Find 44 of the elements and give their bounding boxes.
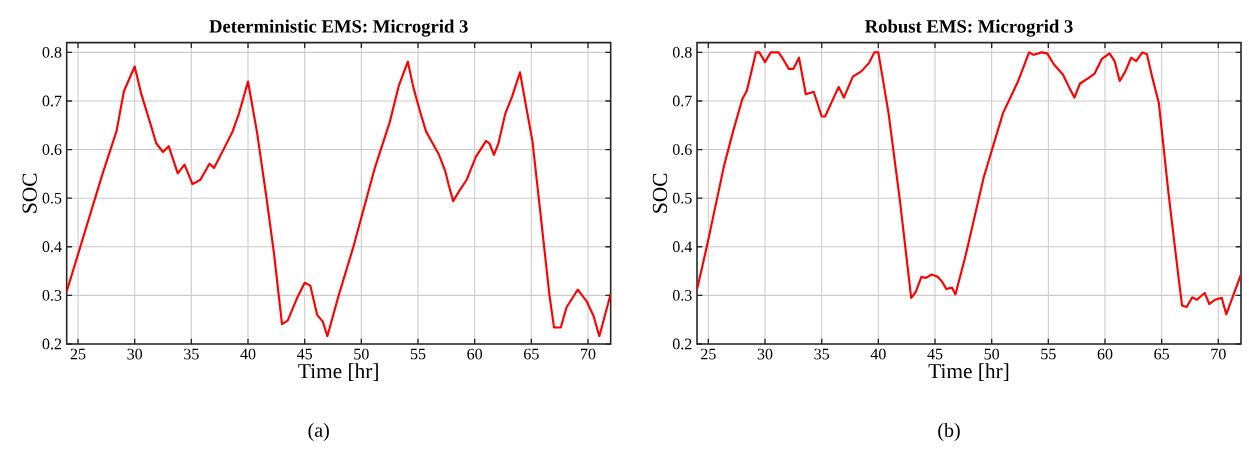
line-series <box>697 51 1241 316</box>
y-tick-label: 0.3 <box>42 289 62 301</box>
chart-title: Deterministic EMS: Microgrid 3 <box>209 19 468 37</box>
y-tick-label: 0.4 <box>672 241 693 253</box>
x-tick-label: 45 <box>927 348 943 360</box>
x-tick-label: 35 <box>814 348 830 360</box>
x-tick-label: 50 <box>984 348 1000 360</box>
y-tick-label: 0.5 <box>672 192 692 204</box>
text: (a) <box>308 422 329 442</box>
x-tick-label: 25 <box>701 348 716 360</box>
y-tick-label: 0.2 <box>672 338 692 350</box>
x-tick-label: 70 <box>581 348 596 360</box>
y-tick-label: 0.5 <box>42 192 62 204</box>
x-tick-label: 40 <box>870 348 886 360</box>
y-tick-label: 0.6 <box>672 144 692 156</box>
x-tick-label: 65 <box>524 348 539 360</box>
y-tick-label: 0.6 <box>42 144 62 156</box>
x-tick-label: 55 <box>1041 348 1056 360</box>
y-axis-title: SOC <box>22 173 37 213</box>
x-tick-label: 25 <box>70 348 86 360</box>
y-tick-label: 0.7 <box>672 95 692 107</box>
x-tick-label: 35 <box>184 348 199 360</box>
chart-title: Robust EMS: Microgrid 3 <box>865 19 1073 37</box>
y-tick-label: 0.2 <box>42 338 62 350</box>
x-tick-label: 65 <box>1154 348 1170 360</box>
y-tick-label: 0.4 <box>42 241 62 253</box>
x-tick-label: 40 <box>240 348 256 360</box>
x-tick-label: 60 <box>1097 348 1113 360</box>
line-series <box>66 60 611 338</box>
x-tick-label: 45 <box>296 348 313 360</box>
x-tick-label: 60 <box>467 348 483 360</box>
x-tick-label: 55 <box>410 348 426 360</box>
y-tick-label: 0.8 <box>672 46 692 58</box>
y-axis-title: SOC <box>652 173 668 213</box>
y-tick-label: 0.3 <box>672 289 692 301</box>
x-tick-label: 30 <box>127 348 143 360</box>
x-tick-label: 30 <box>757 348 773 360</box>
text: (b) <box>938 422 960 442</box>
x-axis-title: Time [hr] <box>298 363 378 381</box>
y-tick-label: 0.7 <box>42 95 62 107</box>
x-axis-title: Time [hr] <box>928 363 1009 381</box>
x-tick-label: 70 <box>1211 348 1226 360</box>
y-tick-label: 0.8 <box>42 46 62 58</box>
x-tick-label: 50 <box>354 348 369 360</box>
